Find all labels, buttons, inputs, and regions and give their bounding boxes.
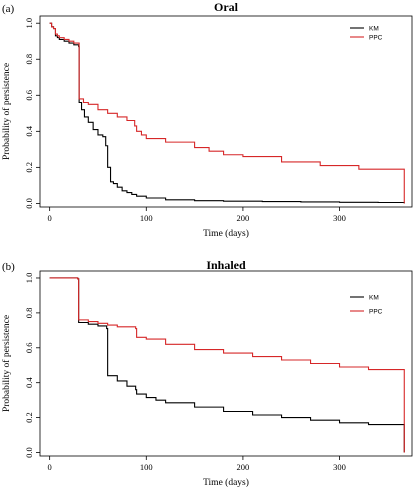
y-tick-label: 0.4: [24, 125, 34, 136]
x-tick-label: 300: [333, 462, 346, 472]
series-line-ppc: [49, 277, 405, 453]
y-tick-label: 0.0: [24, 198, 34, 209]
x-tick-label: 300: [333, 213, 346, 223]
y-tick-label: 0.2: [24, 412, 34, 423]
x-tick-label: 200: [237, 462, 250, 472]
series-line-km: [49, 277, 405, 453]
chart-title: Inhaled: [206, 258, 246, 272]
y-tick-label: 0.2: [24, 162, 34, 173]
y-tick-label: 0.8: [24, 54, 34, 65]
y-tick-label: 0.6: [24, 342, 34, 353]
plot-frame: [39, 270, 413, 457]
panel-label: (b): [2, 261, 15, 273]
x-tick-label: 200: [237, 213, 250, 223]
x-tick-label: 0: [48, 213, 52, 223]
x-tick-label: 100: [140, 213, 153, 223]
chart-panel-inhaled: (b) Inhaled 0 100 200 300 0.0 0.2 0.4 0.6 0.8 1.0 Ti…: [1, 258, 413, 488]
y-tick-label: 1.0: [24, 18, 34, 29]
y-tick-label: 1.0: [24, 273, 34, 284]
y-tick-label: 0.4: [24, 377, 34, 388]
x-axis-label: Time (days): [203, 228, 249, 239]
y-tick-label: 0.8: [24, 308, 34, 319]
panel-label: (a): [2, 3, 15, 15]
y-axis-label: Probability of persistence: [1, 315, 12, 412]
y-tick-label: 0.0: [24, 447, 34, 458]
plot-frame: [39, 15, 413, 208]
series-line-ppc: [49, 22, 405, 204]
chart-panel-oral: (a) Oral 0 100 200 300 0.0 0.2 0.4 0.6 0.8 1.0 Time …: [1, 0, 413, 239]
series-line-km: [49, 22, 405, 204]
chart-title: Oral: [214, 0, 239, 14]
y-axis-label: Probability of persistence: [1, 63, 12, 160]
x-tick-label: 100: [140, 462, 153, 472]
y-tick-label: 0.6: [24, 90, 34, 101]
x-tick-label: 0: [48, 462, 52, 472]
x-axis-label: Time (days): [203, 477, 249, 488]
legend-label-ppc: PPC: [369, 309, 383, 316]
legend-label-ppc: PPC: [369, 35, 383, 42]
legend-label-km: KM: [369, 26, 379, 33]
legend-label-km: KM: [369, 295, 379, 302]
